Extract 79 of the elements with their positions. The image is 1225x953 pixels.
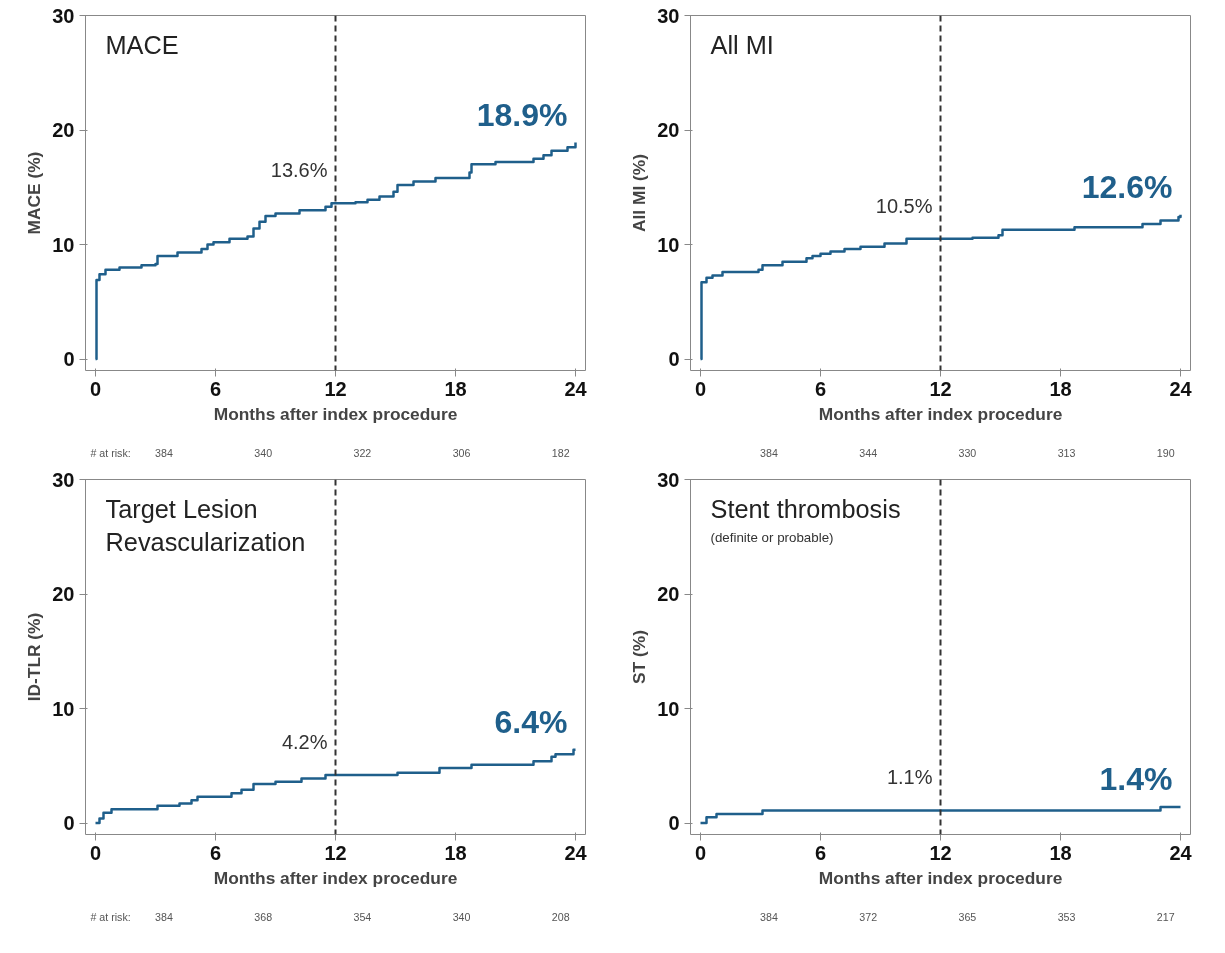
y-tick-label: 30 (657, 468, 680, 491)
y-tick-label: 10 (657, 233, 680, 256)
data-label: 13.6% (270, 159, 328, 182)
y-tick-label: 30 (52, 468, 75, 491)
x-tick-label: 6 (209, 377, 222, 400)
x-tick-label: 18 (444, 841, 467, 864)
data-label: 6.4% (494, 703, 568, 740)
text: 217 (1156, 910, 1175, 923)
text: 208 (551, 910, 570, 923)
text: 306 (452, 446, 471, 459)
data-label: 18.9% (476, 96, 568, 133)
data-label: 12.6% (1081, 168, 1173, 205)
text: # at risk: (90, 446, 131, 459)
x-axis-title: Months after index procedure (818, 867, 1063, 888)
x-tick-label: 12 (929, 377, 952, 400)
text: Target Lesion Revascularization (105, 494, 306, 557)
y-tick-label: 30 (52, 4, 75, 27)
text: MACE (105, 30, 179, 59)
y-tick-label: 0 (668, 812, 680, 835)
data-label: 4.2% (281, 730, 328, 753)
x-tick-label: 18 (444, 377, 467, 400)
text: 340 (254, 446, 273, 459)
text: All MI (710, 30, 774, 59)
x-tick-label: 12 (929, 841, 952, 864)
y-tick-label: 0 (668, 348, 680, 371)
text: 190 (1156, 446, 1175, 459)
text: 340 (452, 910, 471, 923)
x-tick-label: 12 (324, 841, 347, 864)
x-tick-label: 18 (1049, 841, 1072, 864)
y-tick-label: 20 (52, 583, 75, 606)
data-label: 10.5% (875, 194, 933, 217)
text: 353 (1057, 910, 1076, 923)
y-tick-label: 0 (63, 348, 75, 371)
x-axis-title: Months after index procedure (213, 867, 458, 888)
text: 384 (155, 446, 173, 459)
x-tick-label: 6 (814, 841, 827, 864)
x-tick-label: 24 (1169, 841, 1193, 864)
x-tick-label: 24 (1169, 377, 1193, 400)
x-tick-label: 0 (694, 377, 707, 400)
x-tick-label: 24 (564, 377, 588, 400)
x-tick-label: 6 (209, 841, 222, 864)
text: 354 (353, 910, 372, 923)
text: # at risk: (90, 910, 131, 923)
text: 322 (353, 446, 372, 459)
text: 372 (859, 910, 878, 923)
y-tick-label: 10 (52, 233, 75, 256)
text: 182 (551, 446, 570, 459)
y-tick-label: 10 (52, 697, 75, 720)
text: 313 (1057, 446, 1076, 459)
text: 330 (958, 446, 977, 459)
text: 368 (254, 910, 273, 923)
y-axis-title: ID-TLR (%) (24, 612, 45, 702)
x-tick-label: 18 (1049, 377, 1072, 400)
y-axis-title: All MI (%) (629, 154, 650, 232)
data-label: 1.1% (886, 766, 933, 789)
text: Stent thrombosis (710, 494, 901, 523)
y-tick-label: 10 (657, 697, 680, 720)
y-tick-label: 20 (52, 119, 75, 142)
x-tick-label: 0 (89, 841, 102, 864)
y-axis-title: ST (%) (629, 630, 650, 684)
text: (definite or probable) (710, 529, 834, 545)
y-axis-title: MACE (%) (24, 151, 45, 235)
text: 344 (859, 446, 878, 459)
y-tick-label: 20 (657, 119, 680, 142)
x-tick-label: 6 (814, 377, 827, 400)
y-tick-label: 0 (63, 812, 75, 835)
x-tick-label: 0 (89, 377, 102, 400)
x-tick-label: 12 (324, 377, 347, 400)
data-label: 1.4% (1099, 761, 1173, 798)
text: 365 (958, 910, 977, 923)
text: 384 (760, 910, 778, 923)
y-tick-label: 30 (657, 4, 680, 27)
x-axis-title: Months after index procedure (213, 403, 458, 424)
y-tick-label: 20 (657, 583, 680, 606)
x-axis-title: Months after index procedure (818, 403, 1063, 424)
x-tick-label: 24 (564, 841, 588, 864)
x-tick-label: 0 (694, 841, 707, 864)
text: 384 (155, 910, 173, 923)
text: 384 (760, 446, 778, 459)
